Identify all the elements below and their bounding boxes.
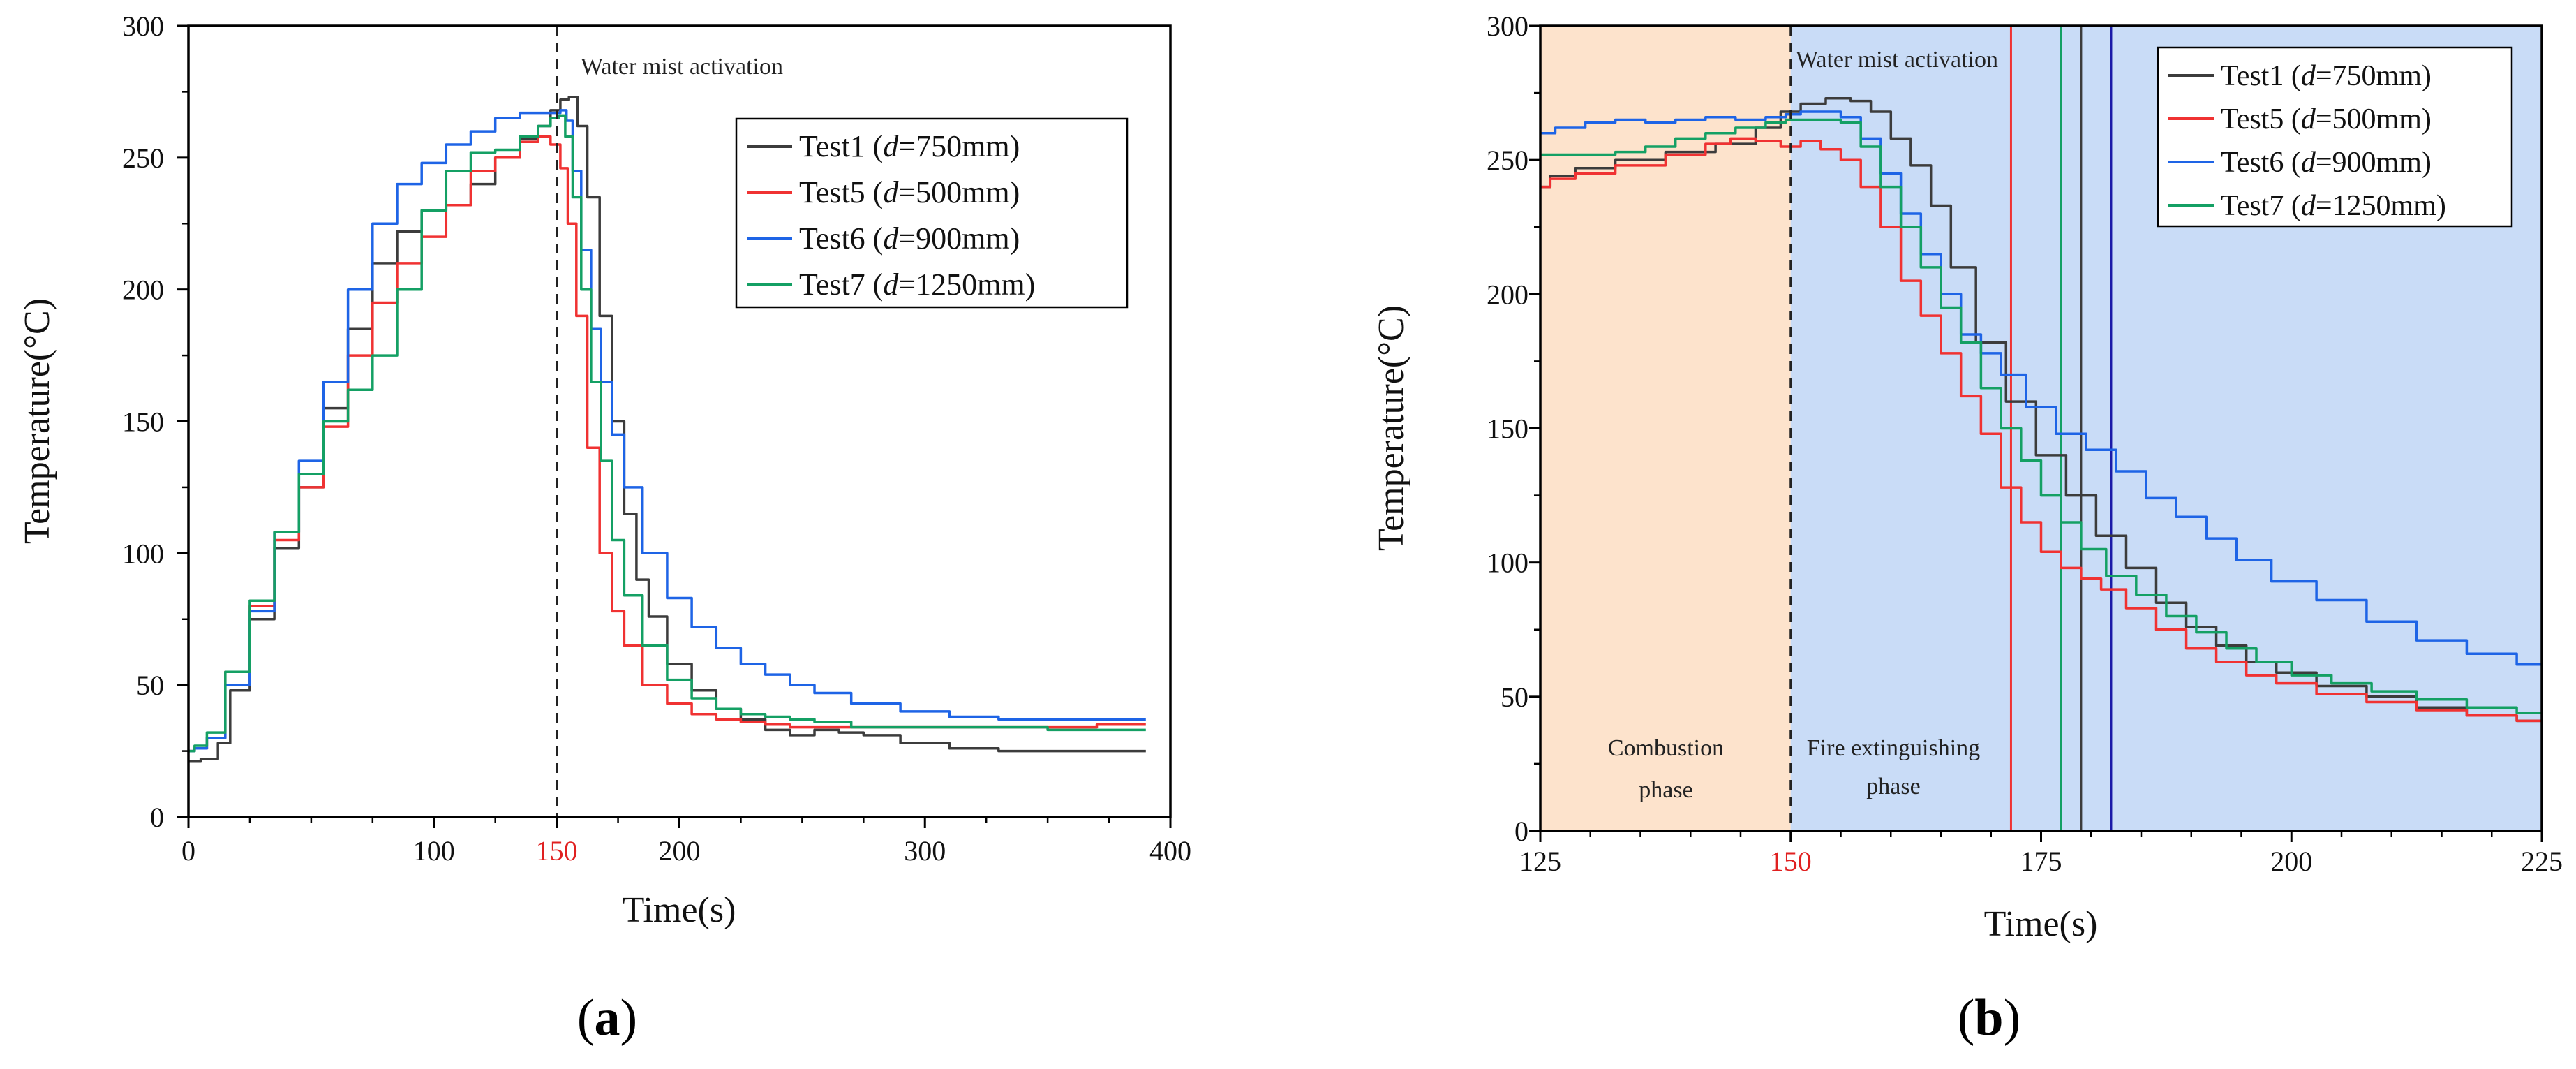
panel-a-legend-label-test1: Test1 (d=750mm): [799, 129, 1020, 163]
panel-b-x-tick-label: 225: [2521, 846, 2563, 877]
panel-a-x-tick-label: 100: [413, 835, 455, 867]
panel-a-x-tick-label: 0: [181, 835, 195, 867]
panel-b-x-tick-label: 125: [1519, 846, 1561, 877]
panel-b-y-tick-label: 200: [1487, 279, 1528, 310]
panel-b-caption: (b): [1958, 989, 2020, 1047]
panel-b-legend-label-test1: Test1 (d=750mm): [2221, 60, 2432, 92]
panel-b-series-test1: [1540, 97, 2542, 723]
extinguishing-phase-label-line2: phase: [1866, 774, 1920, 799]
panel-a-y-tick-label: 0: [150, 802, 164, 833]
panel-b-x-tick-label: 200: [2270, 846, 2312, 877]
panel-a-chart: 0 100 150 200 300 400 0 50 100 150 200 250 300 Water…: [17, 10, 1191, 1047]
extinguishing-phase-label-line1: Fire extinguishing: [1807, 735, 1980, 761]
panel-a-y-tick-label: 50: [136, 670, 164, 701]
panel-a-y-tick-label: 250: [122, 142, 164, 174]
combustion-phase-label-line2: phase: [1639, 777, 1692, 803]
panel-b-y-tick-label: 300: [1487, 10, 1528, 42]
panel-a-y-axis-label: Temperature(°C): [17, 298, 57, 544]
panel-b-y-tick-label: 250: [1487, 145, 1528, 176]
panel-b-legend: Test1 (d=750mm) Test5 (d=500mm) Test6 (d=9…: [2157, 46, 2513, 228]
panel-a-legend-label-test7: Test7 (d=1250mm): [799, 267, 1035, 302]
panel-a-legend-box: [735, 117, 1129, 309]
combustion-phase-label-line1: Combustion: [1608, 735, 1724, 761]
panel-b-series-test6: [1540, 110, 2542, 666]
panel-b-series-test5: [1540, 137, 2542, 723]
panel-b-y-tick-label: 50: [1501, 681, 1528, 713]
panel-b-y-tick-label: 0: [1514, 816, 1528, 847]
panel-a-x-tick-label: 300: [904, 835, 946, 867]
panel-a-annotation: Water mist activation: [581, 54, 783, 80]
panel-a-legend: Test1 (d=750mm) Test5 (d=500mm) Test6 (d=9…: [735, 117, 1129, 309]
panel-b-y-tick-label: 150: [1487, 413, 1528, 445]
panel-a-series-test5: [188, 135, 1146, 753]
panel-b-legend-label-test7: Test7 (d=1250mm): [2221, 190, 2446, 222]
panel-b-y-tick-label: 100: [1487, 547, 1528, 579]
panel-a-y-tick-label: 300: [122, 10, 164, 42]
panel-a-x-tick-label: 200: [659, 835, 701, 867]
panel-b-y-axis-label: Temperature(°C): [1371, 305, 1411, 551]
panel-a-y-tick-label: 200: [122, 274, 164, 306]
panel-b-legend-box: [2157, 46, 2513, 228]
panel-a-x-tick-label: 400: [1149, 835, 1191, 867]
panel-a-y-tick-label: 100: [122, 538, 164, 569]
panel-b-series-test7: [1540, 118, 2542, 714]
panel-b-annotation: Water mist activation: [1796, 47, 1998, 73]
panel-a-legend-label-test6: Test6 (d=900mm): [799, 221, 1020, 256]
panel-b-legend-label-test6: Test6 (d=900mm): [2221, 147, 2432, 179]
panel-b-x-tick-label: 175: [2020, 846, 2062, 877]
panel-b-x-axis-label: Time(s): [1984, 904, 2098, 944]
panel-b-x-tick-label: 150: [1770, 846, 1812, 877]
panel-a-series-test6: [188, 109, 1146, 753]
panel-a-series-test7: [188, 114, 1146, 753]
panel-b-legend-label-test5: Test5 (d=500mm): [2221, 103, 2432, 135]
panel-b-chart: 125 150 175 200 225 0 50 100 150 200 250 300 Water …: [1371, 10, 2563, 1047]
panel-a-x-tick-label: 150: [536, 835, 578, 867]
panel-a-y-tick-label: 150: [122, 406, 164, 438]
panel-a-caption: (a): [577, 989, 637, 1047]
panel-a-x-axis-label: Time(s): [623, 890, 736, 930]
panel-a-legend-label-test5: Test5 (d=500mm): [799, 175, 1020, 209]
